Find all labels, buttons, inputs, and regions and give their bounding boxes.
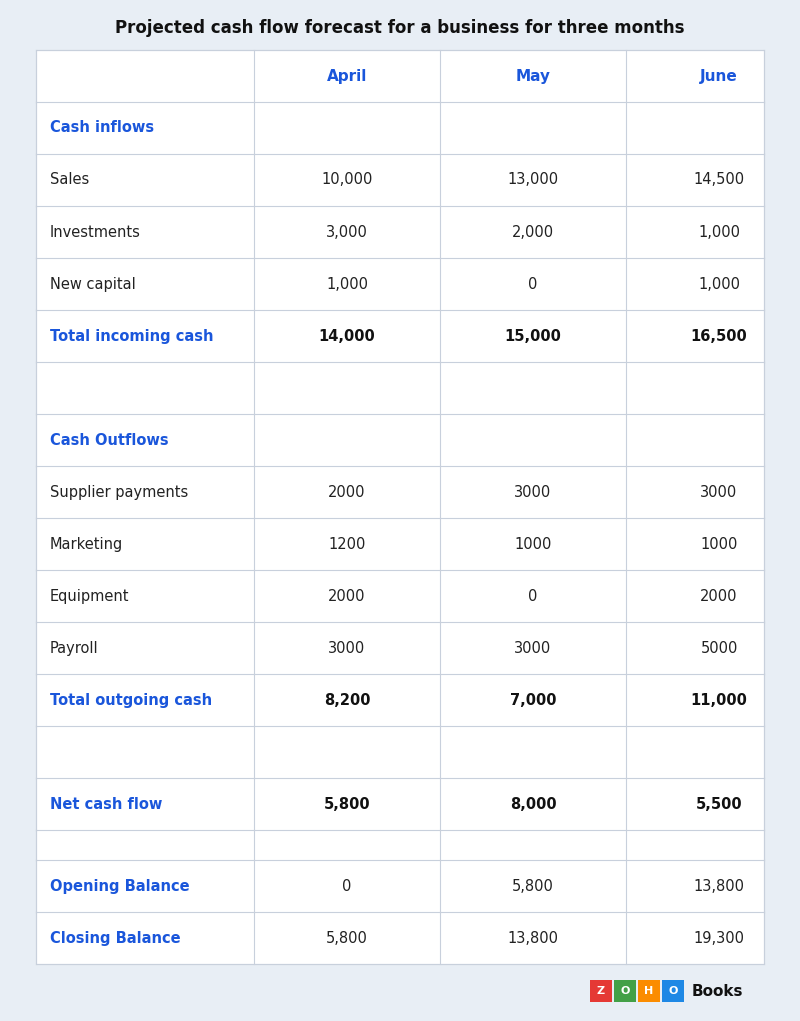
Text: 15,000: 15,000 (505, 329, 562, 343)
Text: Cash inflows: Cash inflows (50, 120, 154, 136)
Text: 1,000: 1,000 (698, 277, 740, 292)
Text: O: O (668, 986, 678, 996)
Text: Marketing: Marketing (50, 536, 123, 551)
Text: 1,000: 1,000 (326, 277, 368, 292)
Text: 1000: 1000 (514, 536, 552, 551)
Text: Payroll: Payroll (50, 640, 98, 655)
Text: 0: 0 (528, 277, 538, 292)
Text: 2000: 2000 (328, 485, 366, 499)
Text: 5,800: 5,800 (324, 796, 370, 812)
Text: 1200: 1200 (328, 536, 366, 551)
Bar (36, 50, 764, 964)
Text: Z: Z (597, 986, 605, 996)
Text: Supplier payments: Supplier payments (50, 485, 188, 499)
Text: Net cash flow: Net cash flow (50, 796, 162, 812)
Text: 10,000: 10,000 (322, 173, 373, 188)
Text: Projected cash flow forecast for a business for three months: Projected cash flow forecast for a busin… (115, 19, 685, 37)
Text: 3000: 3000 (700, 485, 738, 499)
Text: 14,500: 14,500 (694, 173, 745, 188)
Text: Opening Balance: Opening Balance (50, 878, 190, 893)
Text: 19,300: 19,300 (694, 930, 745, 945)
Text: 7,000: 7,000 (510, 692, 556, 708)
Text: 3000: 3000 (514, 485, 552, 499)
Text: 3000: 3000 (328, 640, 366, 655)
Text: 0: 0 (528, 588, 538, 603)
Text: 5,800: 5,800 (512, 878, 554, 893)
Bar (590, 980, 612, 1002)
Text: 5,800: 5,800 (326, 930, 368, 945)
Text: Sales: Sales (50, 173, 90, 188)
Text: Total outgoing cash: Total outgoing cash (50, 692, 212, 708)
Text: 8,000: 8,000 (510, 796, 556, 812)
Text: 13,800: 13,800 (507, 930, 558, 945)
Text: Investments: Investments (50, 225, 141, 240)
Text: April: April (327, 68, 367, 84)
Text: 1,000: 1,000 (698, 225, 740, 240)
Bar (638, 980, 660, 1002)
Text: June: June (700, 68, 738, 84)
Text: O: O (620, 986, 630, 996)
Text: 5000: 5000 (700, 640, 738, 655)
Text: Cash Outflows: Cash Outflows (50, 433, 169, 447)
Text: May: May (515, 68, 550, 84)
Bar (614, 980, 636, 1002)
Text: 0: 0 (342, 878, 352, 893)
Text: 1000: 1000 (700, 536, 738, 551)
Text: 13,000: 13,000 (507, 173, 558, 188)
Text: H: H (644, 986, 654, 996)
Text: Equipment: Equipment (50, 588, 130, 603)
Text: 16,500: 16,500 (690, 329, 747, 343)
Text: 2000: 2000 (700, 588, 738, 603)
Bar (662, 980, 684, 1002)
Text: 3,000: 3,000 (326, 225, 368, 240)
Text: 8,200: 8,200 (324, 692, 370, 708)
Text: Total incoming cash: Total incoming cash (50, 329, 214, 343)
Text: 13,800: 13,800 (694, 878, 745, 893)
Text: 11,000: 11,000 (690, 692, 747, 708)
Text: Closing Balance: Closing Balance (50, 930, 181, 945)
Text: New capital: New capital (50, 277, 136, 292)
Text: 5,500: 5,500 (696, 796, 742, 812)
Text: Books: Books (692, 983, 743, 999)
Text: 2,000: 2,000 (512, 225, 554, 240)
Text: 3000: 3000 (514, 640, 552, 655)
Text: 2000: 2000 (328, 588, 366, 603)
Text: 14,000: 14,000 (318, 329, 375, 343)
